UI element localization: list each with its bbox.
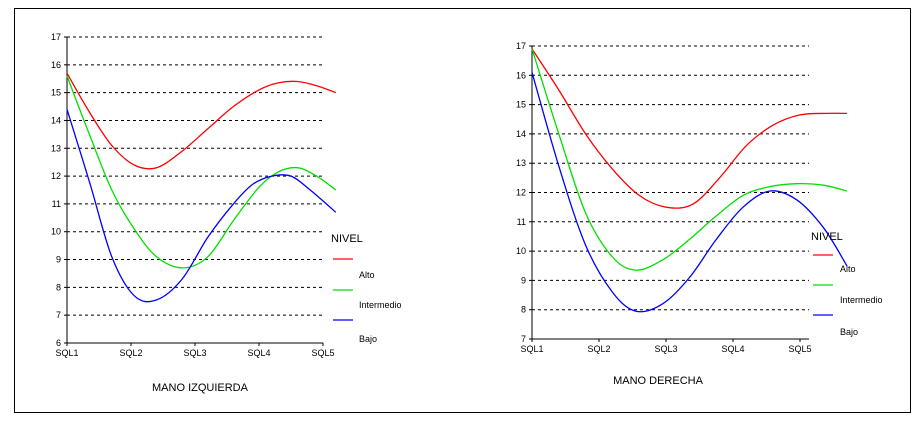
y-tick-label: 12 — [516, 188, 526, 198]
y-tick-label: 13 — [51, 143, 61, 153]
y-tick-label: 15 — [516, 100, 526, 110]
x-tick-label: SQL5 — [311, 348, 334, 358]
legend-label-intermedio: Intermedio — [359, 300, 402, 310]
y-tick-label: 11 — [517, 217, 526, 227]
y-tick-label: 17 — [51, 32, 61, 42]
x-tick-label: SQL5 — [788, 344, 811, 354]
series-line-alto — [66, 72, 337, 170]
series-line-bajo — [66, 109, 337, 303]
y-tick-label: 7 — [56, 310, 61, 320]
y-tick-label: 17 — [516, 41, 526, 51]
y-tick-label: 16 — [51, 60, 61, 70]
legend-label-bajo: Bajo — [359, 334, 377, 344]
legend-title: NIVEL — [331, 233, 363, 245]
y-tick-label: 10 — [51, 227, 61, 237]
x-tick-label: SQL4 — [721, 344, 744, 354]
x-tick-label: SQL4 — [247, 348, 270, 358]
chart-caption: MANO IZQUIERDA — [152, 382, 249, 394]
y-tick-label: 9 — [56, 255, 61, 265]
y-tick-label: 14 — [51, 115, 61, 125]
chart-mano-derecha: 7 8 9 10 11 12 13 14 15 16 17 SQL1 SQL2 SQL3 SQL4 SQL5 N… — [516, 41, 883, 387]
y-tick-label: 13 — [516, 158, 526, 168]
chart-caption: MANO DERECHA — [613, 375, 704, 387]
x-tick-label: SQL3 — [654, 344, 677, 354]
y-tick-label: 12 — [51, 171, 61, 181]
y-tick-label: 11 — [52, 199, 61, 209]
x-tick-label: SQL3 — [183, 348, 206, 358]
y-tick-label: 15 — [51, 88, 61, 98]
y-tick-label: 16 — [516, 70, 526, 80]
legend-label-alto: Alto — [359, 270, 375, 280]
chart-mano-izquierda: 6 7 8 9 10 11 12 13 14 15 16 17 SQL1 SQL2 SQL3 SQL4 SQL5… — [51, 32, 402, 394]
series-line-alto — [531, 48, 847, 209]
y-tick-label: 6 — [56, 338, 61, 348]
y-tick-label: 14 — [516, 129, 526, 139]
x-tick-label: SQL1 — [520, 344, 543, 354]
series-line-intermedio — [66, 75, 337, 269]
legend-label-alto: Alto — [840, 264, 856, 274]
y-tick-label: 10 — [516, 246, 526, 256]
y-tick-label: 7 — [521, 334, 526, 344]
legend-label-bajo: Bajo — [840, 327, 858, 337]
legend-title: NIVEL — [811, 231, 843, 243]
y-tick-label: 8 — [521, 305, 526, 315]
x-tick-label: SQL1 — [55, 348, 78, 358]
y-tick-label: 9 — [521, 275, 526, 285]
series-line-bajo — [531, 72, 848, 313]
x-tick-label: SQL2 — [587, 344, 610, 354]
x-tick-label: SQL2 — [119, 348, 142, 358]
y-tick-label: 8 — [56, 282, 61, 292]
series-line-intermedio — [531, 48, 848, 271]
legend-label-intermedio: Intermedio — [840, 295, 883, 305]
